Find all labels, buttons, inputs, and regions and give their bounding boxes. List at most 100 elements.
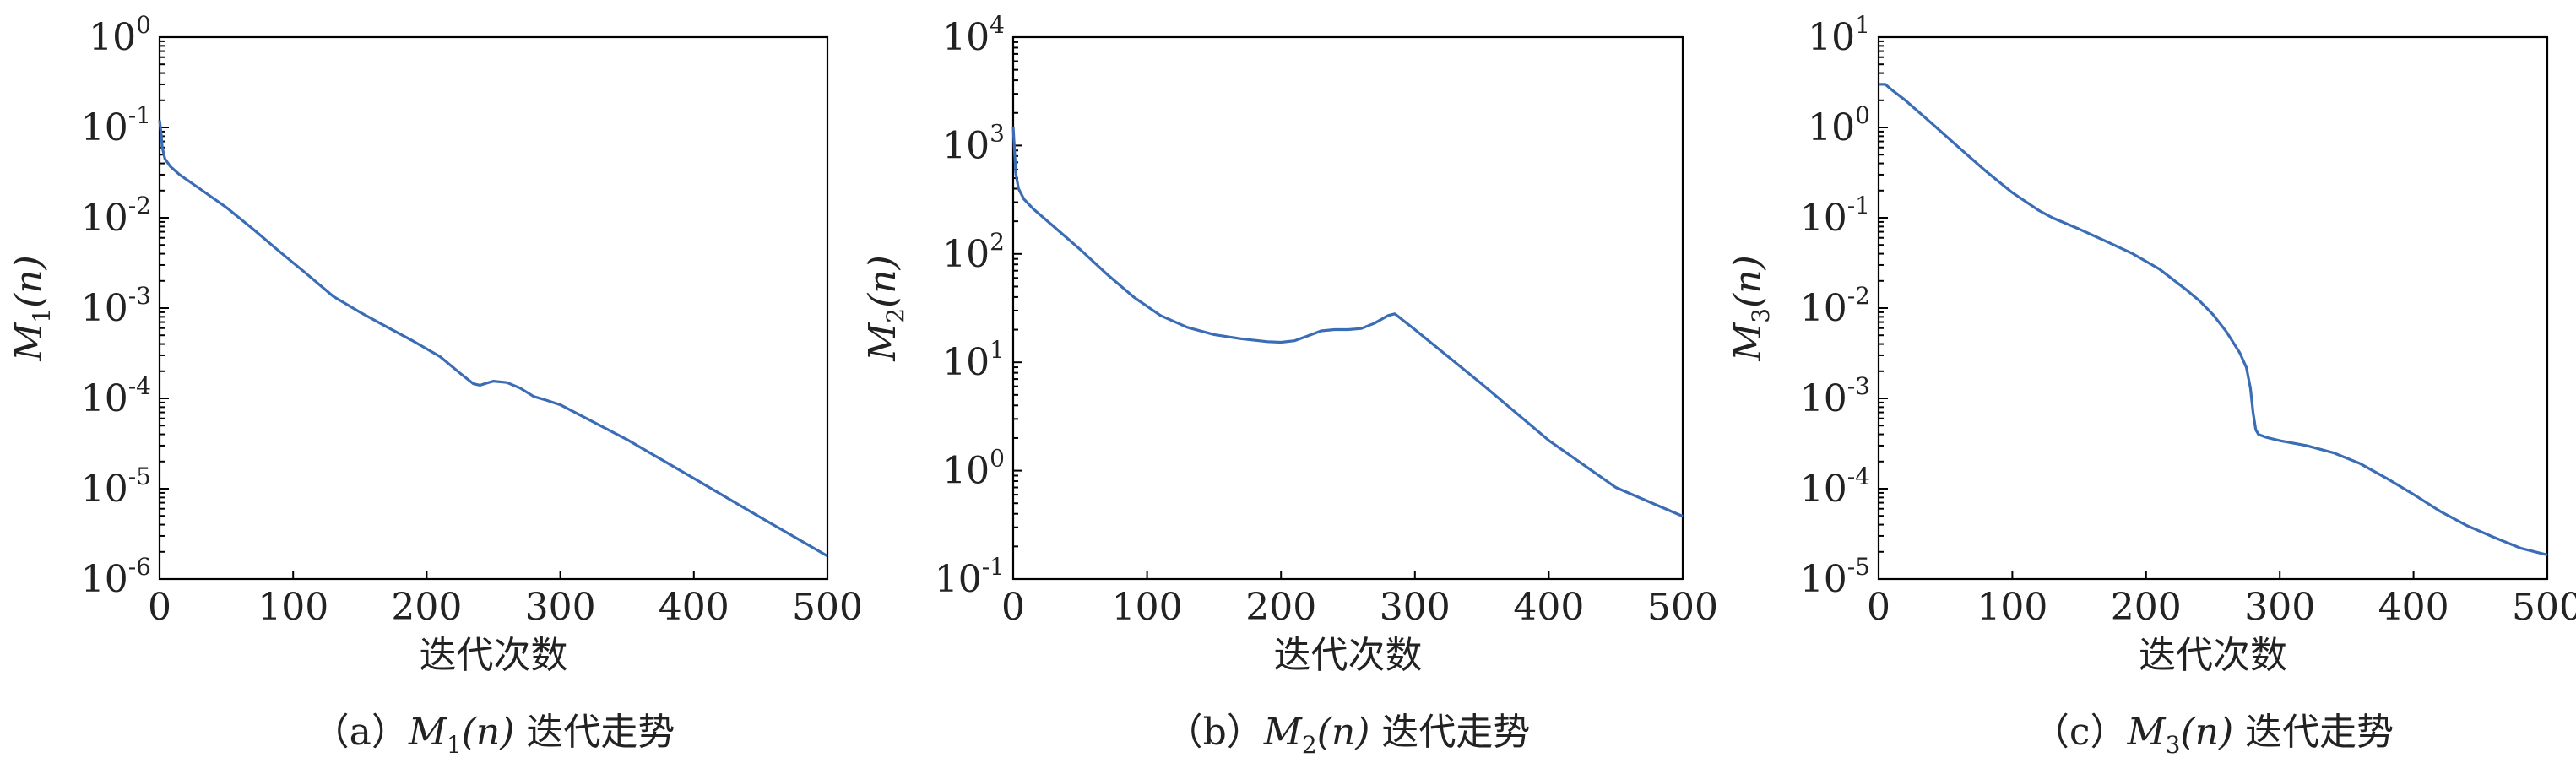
y-tick-exponent: 0	[990, 445, 1005, 473]
x-tick-label: 0	[1001, 586, 1025, 629]
y-tick-exponent: -5	[1847, 553, 1870, 581]
y-axis-subscript: 3	[1747, 308, 1775, 323]
caption-suffix: 迭代走势	[514, 711, 675, 754]
x-tick-label: 100	[258, 586, 328, 629]
y-tick-base: 10	[1808, 16, 1855, 59]
y-tick-label: 10-6	[81, 553, 151, 601]
y-axis-title: M2(n)	[861, 255, 909, 362]
x-tick-label: 400	[2378, 586, 2449, 629]
caption-prefix: （a）	[312, 711, 409, 754]
x-axis-title: 迭代次数	[1274, 634, 1423, 677]
y-tick-exponent: -2	[128, 192, 151, 219]
y-tick-base: 10	[81, 197, 128, 240]
y-tick-label: 100	[942, 445, 1005, 493]
caption-suffix: 迭代走势	[2233, 711, 2394, 754]
y-tick-label: 100	[1808, 101, 1870, 149]
y-tick-base: 10	[1808, 106, 1855, 149]
y-tick-exponent: -5	[128, 463, 151, 490]
y-tick-base: 10	[935, 558, 982, 601]
panel-caption: （b）M2(n) 迭代走势	[1166, 711, 1531, 759]
y-tick-base: 10	[942, 124, 990, 167]
series-line	[1879, 83, 2548, 556]
y-tick-label: 10-1	[81, 101, 151, 149]
x-tick-label: 100	[1977, 586, 2047, 629]
plot-frame	[1877, 35, 2549, 581]
y-tick-base: 10	[81, 468, 128, 511]
y-axis-subscript: 2	[881, 308, 909, 323]
y-tick-label: 10-5	[1800, 553, 1870, 601]
y-tick-base: 10	[942, 16, 990, 59]
y-axis-title: M3(n)	[1727, 255, 1775, 362]
y-axis-symbol: M	[8, 322, 51, 362]
y-tick-base: 10	[81, 377, 128, 420]
y-tick-label: 10-1	[1800, 192, 1870, 240]
x-tick-label: 200	[391, 586, 462, 629]
caption-prefix: （b）	[1166, 711, 1264, 754]
panel-caption: （c）M3(n) 迭代走势	[2032, 711, 2394, 759]
chart-panel-a: 0 100 200 300 400 50010-610-510-410-310-210-1…	[8, 11, 863, 759]
caption-argument: (n)	[1317, 711, 1370, 754]
y-tick-base: 10	[1800, 287, 1847, 330]
y-axis-title: M1(n)	[8, 255, 56, 362]
x-tick-label: 500	[1647, 586, 1718, 629]
x-tick-label: 200	[1245, 586, 1316, 629]
y-axis-argument: (n)	[1727, 255, 1770, 308]
y-tick-exponent: -4	[1847, 463, 1870, 490]
chart-panel-b: 0 100 200 300 400 50010-1100101102103104迭代次数M…	[861, 11, 1718, 759]
y-tick-base: 10	[942, 233, 990, 276]
y-tick-exponent: -2	[1847, 282, 1870, 310]
y-axis-symbol: M	[861, 322, 904, 362]
caption-prefix: （c）	[2032, 711, 2128, 754]
x-tick-label: 400	[1513, 586, 1584, 629]
y-tick-base: 10	[1800, 558, 1847, 601]
y-tick-exponent: -3	[1847, 372, 1870, 400]
caption-symbol: M	[1263, 711, 1303, 754]
y-tick-label: 10-1	[935, 553, 1005, 601]
y-tick-exponent: -4	[128, 372, 151, 400]
caption-suffix: 迭代走势	[1369, 711, 1530, 754]
y-tick-label: 10-3	[1800, 372, 1870, 420]
y-tick-label: 10-4	[1800, 463, 1870, 511]
caption-subscript: 2	[1302, 731, 1317, 759]
y-tick-exponent: 1	[990, 336, 1005, 364]
y-tick-label: 10-2	[81, 192, 151, 240]
plot-frame	[1011, 35, 1684, 581]
x-tick-label: 500	[792, 586, 863, 629]
y-axis-argument: (n)	[8, 255, 51, 308]
y-tick-exponent: 0	[1855, 101, 1870, 129]
x-tick-label: 300	[1380, 586, 1451, 629]
chart-panel-c: 0 100 200 300 400 50010-510-410-310-210-11001…	[1727, 11, 2576, 759]
caption-symbol: M	[2127, 711, 2167, 754]
caption-argument: (n)	[462, 711, 515, 754]
x-axis-title: 迭代次数	[420, 634, 568, 677]
y-tick-label: 10-5	[81, 463, 151, 511]
x-tick-label: 200	[2111, 586, 2182, 629]
x-tick-label: 0	[1867, 586, 1890, 629]
y-tick-exponent: 1	[1855, 11, 1870, 39]
y-tick-exponent: 0	[136, 11, 151, 39]
y-tick-label: 10-4	[81, 372, 151, 420]
y-tick-exponent: -6	[128, 553, 151, 581]
y-tick-base: 10	[81, 287, 128, 330]
x-tick-label: 300	[525, 586, 596, 629]
caption-argument: (n)	[2180, 711, 2233, 754]
y-tick-exponent: 2	[990, 228, 1005, 256]
y-tick-base: 10	[1800, 468, 1847, 511]
y-tick-label: 103	[942, 119, 1005, 167]
y-tick-base: 10	[1800, 377, 1847, 420]
y-tick-label: 101	[1808, 11, 1870, 59]
y-tick-base: 10	[942, 341, 990, 384]
series-line	[1011, 126, 1684, 518]
x-tick-label: 100	[1112, 586, 1183, 629]
y-tick-exponent: 3	[990, 119, 1005, 147]
caption-subscript: 1	[447, 731, 462, 759]
y-tick-label: 101	[942, 336, 1005, 384]
y-tick-base: 10	[1800, 197, 1847, 240]
x-tick-label: 0	[148, 586, 171, 629]
y-tick-exponent: -1	[982, 553, 1005, 581]
y-tick-exponent: -3	[128, 282, 151, 310]
y-tick-label: 102	[942, 228, 1005, 276]
x-tick-label: 400	[659, 586, 729, 629]
x-tick-label: 300	[2244, 586, 2315, 629]
